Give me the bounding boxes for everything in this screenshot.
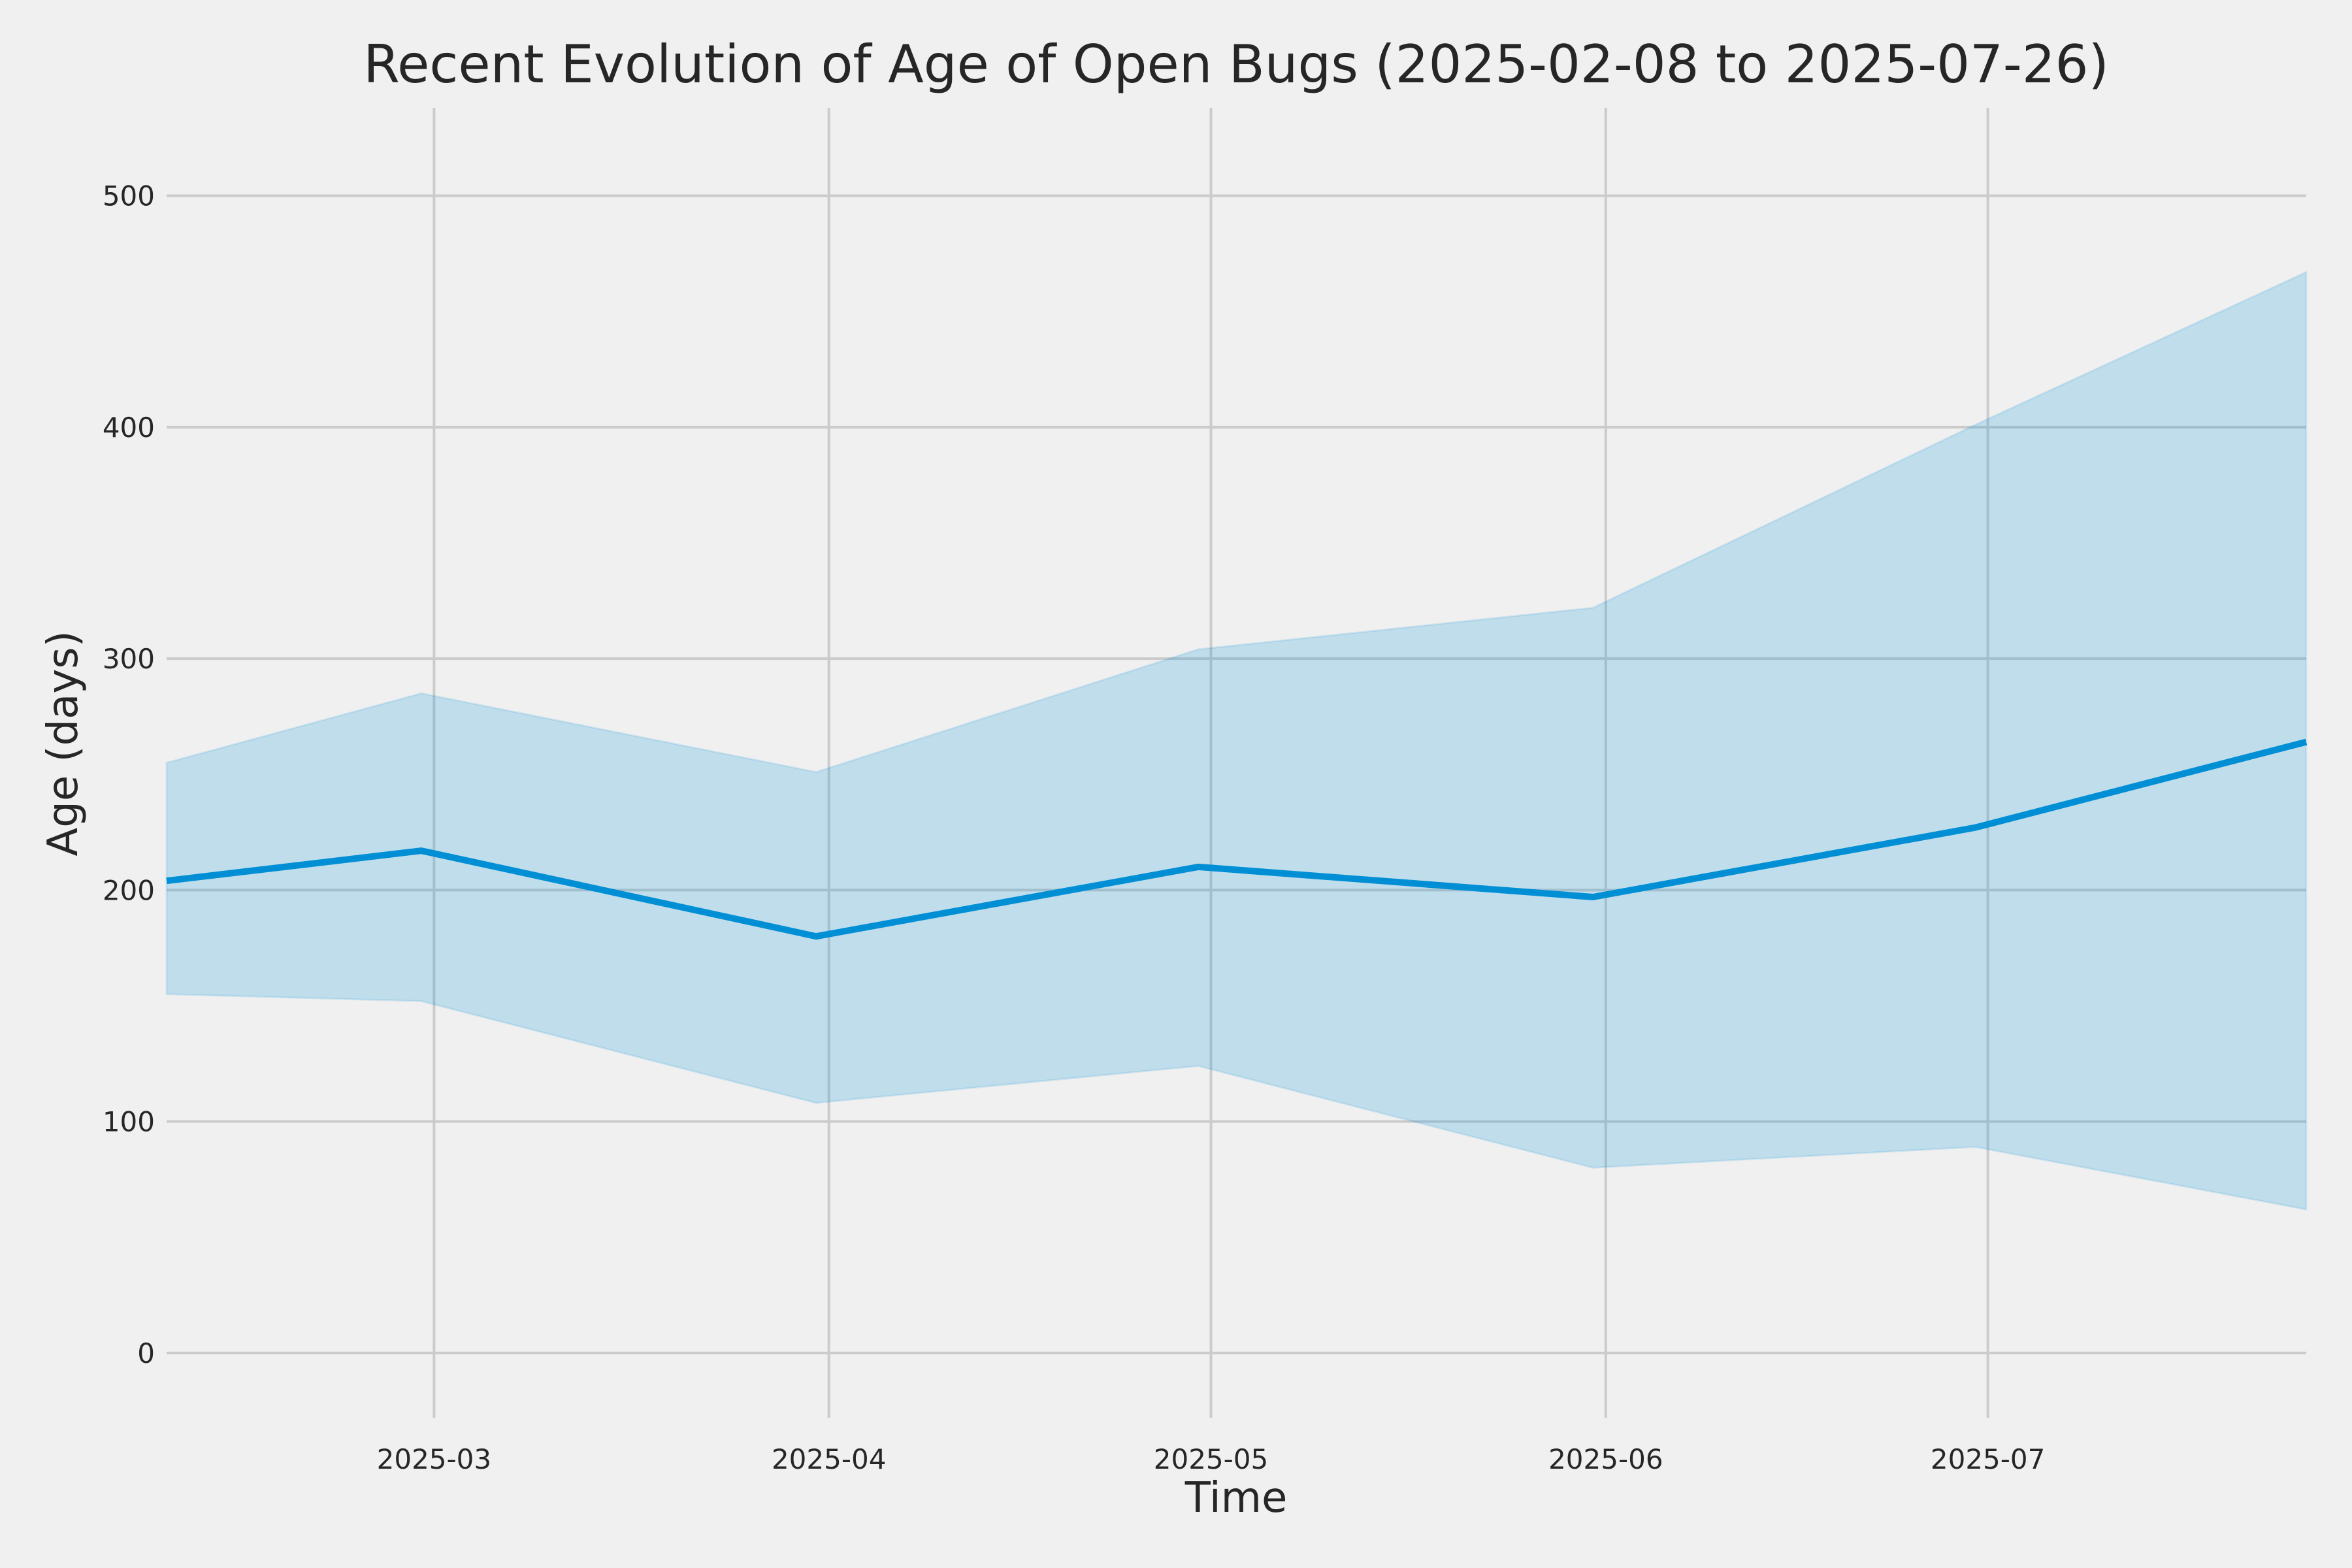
x-tick-label-2025-07: 2025-07	[1931, 1443, 2046, 1475]
y-tick-label-500: 500	[103, 180, 155, 212]
y-tick-label-0: 0	[137, 1337, 155, 1369]
vertical-grid-lines	[433, 108, 1989, 1418]
y-tick-label-200: 200	[103, 874, 155, 906]
x-tick-label-2025-05: 2025-05	[1154, 1443, 1269, 1475]
x-tick-label-2025-06: 2025-06	[1548, 1443, 1663, 1475]
y-axis-tick-labels: 0 100 200 300 400 500	[103, 180, 155, 1369]
age-range-band	[165, 270, 2308, 1211]
y-axis-label: Age (days)	[39, 630, 88, 856]
y-tick-label-300: 300	[103, 643, 155, 675]
x-axis-tick-labels: 2025-03 2025-04 2025-05 2025-06 2025-07	[377, 1443, 2046, 1475]
x-tick-label-2025-04: 2025-04	[772, 1443, 887, 1475]
horizontal-grid-lines	[167, 194, 2306, 1354]
age-median-line	[166, 738, 2308, 940]
chart-title: Recent Evolution of Age of Open Bugs (20…	[363, 34, 2109, 95]
x-axis-label: Time	[1184, 1474, 1288, 1522]
y-tick-label-400: 400	[103, 412, 155, 444]
x-tick-label-2025-03: 2025-03	[377, 1443, 492, 1475]
y-tick-label-100: 100	[103, 1106, 155, 1138]
